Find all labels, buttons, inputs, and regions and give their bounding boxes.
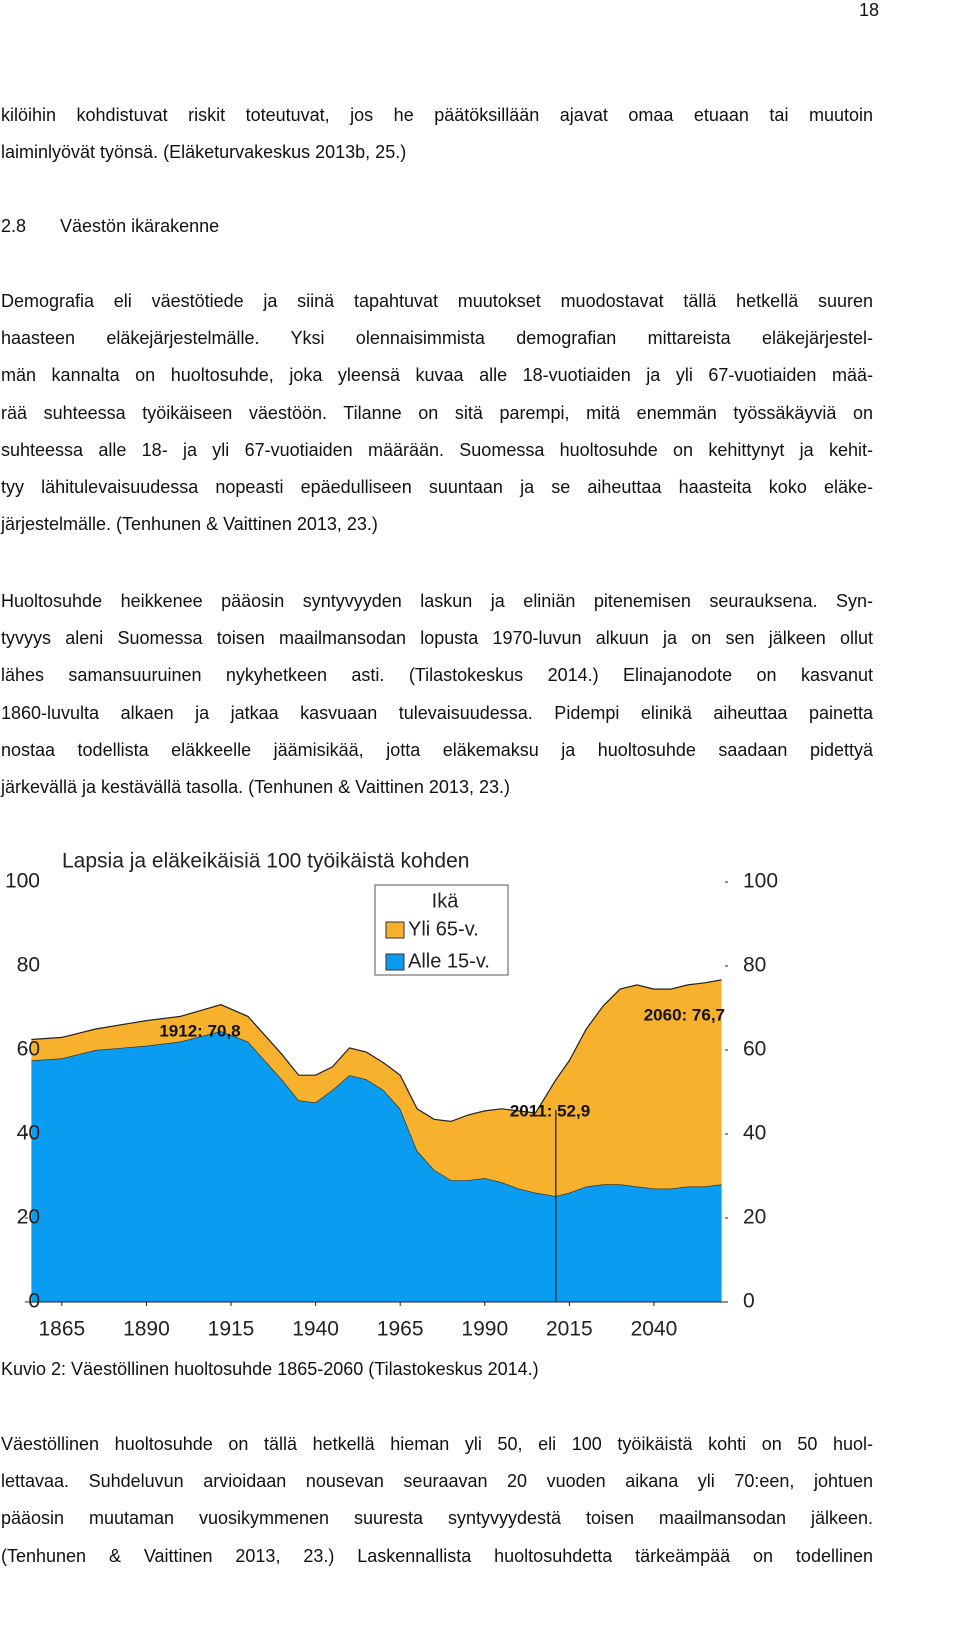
y-tick-label: 0: [28, 1290, 40, 1313]
text-line: tyvyys aleni Suomessa toisen maailmansod…: [1, 628, 873, 649]
x-tick-label: 1965: [377, 1318, 424, 1341]
heading-number: 2.8: [1, 216, 27, 236]
text-line: suhteessa alle 18- ja yli 67-vuotiaiden …: [1, 439, 873, 460]
text-line: pääosin muutaman vuosikymmenen suuresta …: [1, 1508, 873, 1529]
x-tick-label: 2040: [631, 1318, 678, 1341]
legend-label: Yli 65-v.: [408, 918, 479, 940]
text-line: 1860-luvulta alkaen ja jatkaa kasvuaan t…: [1, 702, 873, 723]
caption: Kuvio 2: Väestöllinen huoltosuhde 1865-2…: [1, 1359, 539, 1379]
text-line: rää suhteessa työikäiseen väestöön. Tila…: [1, 402, 873, 423]
legend: Ikä Yli 65-v. Alle 15-v.: [374, 884, 509, 976]
text-line: lähes samansuuruinen nykyhetkeen asti. (…: [1, 665, 873, 686]
y2-tick-label: 0: [743, 1290, 755, 1313]
text-line: (Tenhunen & Vaittinen 2013, 23.) Laskenn…: [1, 1545, 873, 1566]
area-outline: [31, 1030, 722, 1197]
heading-title: Väestön ikärakenne: [60, 216, 220, 236]
text-line: Demografia eli väestötiede ja siinä tapa…: [1, 291, 873, 311]
text-line: laiminlyövät työnsä. (Eläketurvakeskus 2…: [1, 142, 407, 163]
text-line: haasteen eläkejärjestelmälle. Yksi olenn…: [1, 328, 873, 349]
chart-title: Lapsia ja eläkeikäisiä 100 työikäistä ko…: [62, 850, 469, 873]
y-tick-label: 40: [17, 1122, 40, 1145]
x-tick-label: 1940: [292, 1318, 339, 1341]
x-tick-label: 1915: [208, 1318, 255, 1341]
area: [31, 979, 722, 1197]
y2-tick-label: 20: [743, 1206, 766, 1229]
y-tick-label: 60: [17, 1038, 40, 1061]
y-tick-label: 100: [5, 870, 40, 893]
text-line: tyy lähitulevaisuudessa nopeasti epäedul…: [1, 477, 873, 497]
y2-tick-label: 40: [743, 1122, 766, 1145]
text-line: järkevällä ja kestävällä tasolla. (Tenhu…: [1, 777, 510, 797]
legend-label: Alle 15-v.: [408, 950, 490, 972]
legend-swatch: [385, 953, 405, 971]
y2-tick-label: 100: [743, 870, 778, 893]
annotation: 2011: 52,9: [510, 1101, 590, 1120]
area-outline: [31, 979, 722, 1123]
legend-title: Ikä: [432, 890, 460, 912]
x-tick-label: 1865: [38, 1318, 85, 1341]
heading: 2.8 Väestön ikärakenne: [1, 214, 873, 238]
annotation: 2060: 76,7: [644, 1005, 725, 1024]
chart: Lapsia ja eläkeikäisiä 100 työikäistä ko…: [5, 850, 778, 1341]
text-line: nostaa todellista eläkkeelle jäämisikää,…: [1, 739, 873, 760]
x-tick-label: 2015: [546, 1318, 593, 1341]
page-number: 18: [858, 0, 879, 20]
legend-swatch: [385, 921, 405, 939]
y-tick-label: 20: [17, 1206, 40, 1229]
y2-tick-label: 80: [743, 954, 766, 977]
area: [31, 1031, 722, 1302]
text-line: kilöihin kohdistuvat riskit toteutuvat, …: [1, 105, 873, 125]
y-tick-label: 80: [17, 954, 40, 977]
text-line: Väestöllinen huoltosuhde on tällä hetkel…: [1, 1434, 873, 1454]
text-line: män kannalta on huoltosuhde, joka yleens…: [1, 365, 873, 386]
x-tick-label: 1890: [123, 1318, 170, 1341]
annotation: 1912: 70,8: [159, 1021, 240, 1040]
y2-tick-label: 60: [743, 1038, 766, 1061]
x-tick-label: 1990: [461, 1318, 508, 1341]
text-line: järjestelmälle. (Tenhunen & Vaittinen 20…: [1, 514, 378, 535]
text-line: lettavaa. Suhdeluvun arvioidaan nousevan…: [1, 1471, 873, 1492]
text-line: Huoltosuhde heikkenee pääosin syntyvyyde…: [1, 591, 873, 611]
